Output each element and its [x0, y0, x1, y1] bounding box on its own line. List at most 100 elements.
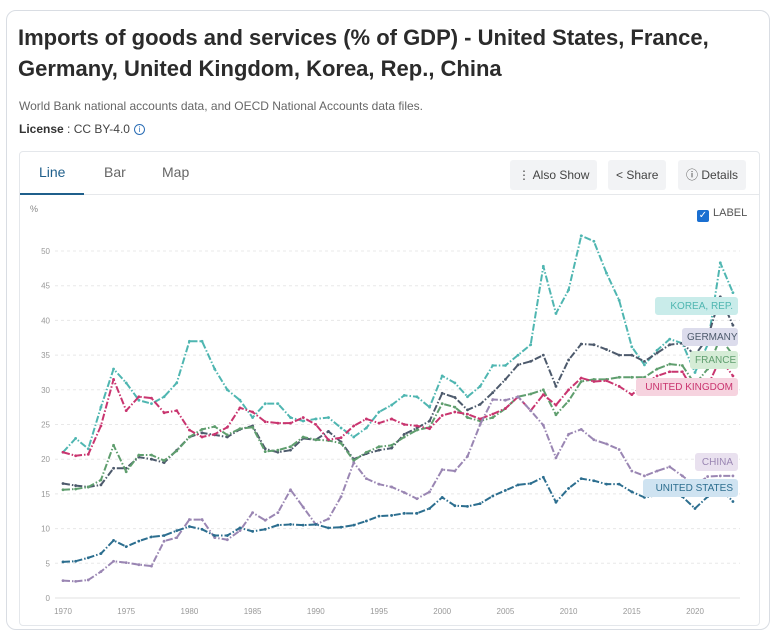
data-point[interactable] [276, 523, 280, 527]
data-point[interactable] [137, 563, 141, 567]
data-point[interactable] [415, 424, 419, 428]
data-point[interactable] [440, 391, 444, 395]
data-point[interactable] [314, 417, 318, 421]
data-point[interactable] [579, 427, 583, 431]
data-point[interactable] [504, 364, 507, 367]
data-point[interactable] [605, 348, 608, 351]
data-point[interactable] [390, 443, 394, 447]
data-point[interactable] [263, 420, 267, 424]
data-point[interactable] [377, 445, 381, 449]
data-point[interactable] [617, 375, 621, 379]
data-point[interactable] [731, 291, 735, 295]
data-point[interactable] [175, 536, 179, 540]
data-point[interactable] [276, 450, 280, 454]
data-point[interactable] [668, 465, 672, 469]
series-line[interactable] [62, 295, 734, 488]
data-point[interactable] [99, 424, 103, 428]
data-point[interactable] [238, 529, 242, 533]
data-point[interactable] [453, 469, 457, 473]
data-point[interactable] [453, 381, 457, 385]
data-point[interactable] [200, 518, 204, 521]
data-point[interactable] [289, 421, 292, 425]
data-point[interactable] [99, 570, 103, 574]
data-point[interactable] [529, 409, 533, 413]
data-point[interactable] [112, 466, 115, 470]
series-line[interactable] [62, 357, 734, 457]
data-point[interactable] [327, 526, 330, 530]
data-point[interactable] [289, 488, 292, 492]
data-point[interactable] [390, 403, 394, 407]
data-point[interactable] [541, 353, 545, 357]
data-point[interactable] [289, 445, 292, 449]
data-point[interactable] [162, 461, 166, 465]
data-point[interactable] [61, 482, 65, 485]
data-point[interactable] [74, 484, 78, 487]
data-point[interactable] [352, 435, 356, 439]
data-point[interactable] [314, 438, 318, 442]
data-point[interactable] [225, 534, 229, 537]
data-point[interactable] [402, 393, 406, 397]
data-point[interactable] [137, 395, 141, 399]
data-point[interactable] [655, 351, 659, 355]
data-point[interactable] [251, 410, 255, 414]
data-point[interactable] [491, 391, 495, 394]
data-point[interactable] [428, 405, 431, 409]
data-point[interactable] [112, 538, 115, 542]
data-point[interactable] [617, 482, 621, 486]
data-point[interactable] [175, 381, 179, 385]
data-point[interactable] [478, 423, 482, 426]
data-point[interactable] [630, 353, 634, 357]
data-point[interactable] [150, 396, 153, 400]
data-point[interactable] [225, 435, 229, 439]
data-point[interactable] [655, 374, 659, 378]
data-point[interactable] [200, 527, 204, 531]
data-point[interactable] [516, 353, 520, 357]
data-point[interactable] [402, 435, 406, 439]
data-point[interactable] [415, 428, 419, 432]
data-point[interactable] [554, 413, 558, 417]
data-point[interactable] [668, 370, 672, 374]
data-point[interactable] [364, 519, 368, 523]
details-button[interactable]: ⓘ Details [678, 160, 747, 190]
data-point[interactable] [162, 459, 166, 462]
data-point[interactable] [74, 579, 78, 583]
data-point[interactable] [428, 490, 431, 494]
series-line[interactable] [62, 336, 734, 491]
data-point[interactable] [617, 353, 621, 357]
data-point[interactable] [567, 399, 570, 403]
data-point[interactable] [377, 448, 381, 452]
data-point[interactable] [567, 486, 570, 490]
data-point[interactable] [579, 376, 583, 380]
data-point[interactable] [428, 427, 431, 431]
data-point[interactable] [491, 494, 495, 498]
data-point[interactable] [402, 423, 406, 426]
data-point[interactable] [541, 475, 545, 479]
data-point[interactable] [188, 339, 191, 343]
data-point[interactable] [352, 523, 356, 527]
share-button[interactable]: < Share [608, 160, 667, 190]
data-point[interactable] [263, 450, 267, 453]
data-point[interactable] [504, 407, 507, 410]
data-point[interactable] [86, 578, 90, 582]
data-point[interactable] [630, 469, 634, 473]
data-point[interactable] [731, 323, 735, 327]
data-point[interactable] [529, 392, 533, 396]
data-point[interactable] [162, 539, 166, 543]
data-point[interactable] [99, 552, 103, 555]
data-point[interactable] [605, 442, 608, 446]
data-point[interactable] [668, 362, 672, 366]
data-point[interactable] [61, 560, 65, 564]
data-point[interactable] [655, 348, 659, 352]
data-point[interactable] [150, 453, 153, 457]
data-point[interactable] [150, 535, 153, 539]
data-point[interactable] [617, 384, 621, 388]
data-point[interactable] [137, 453, 141, 457]
data-point[interactable] [504, 377, 507, 381]
data-point[interactable] [86, 556, 90, 560]
data-point[interactable] [415, 395, 419, 399]
data-point[interactable] [592, 380, 596, 383]
data-point[interactable] [592, 479, 596, 483]
data-point[interactable] [339, 441, 343, 445]
data-point[interactable] [124, 470, 128, 474]
data-point[interactable] [327, 517, 330, 521]
